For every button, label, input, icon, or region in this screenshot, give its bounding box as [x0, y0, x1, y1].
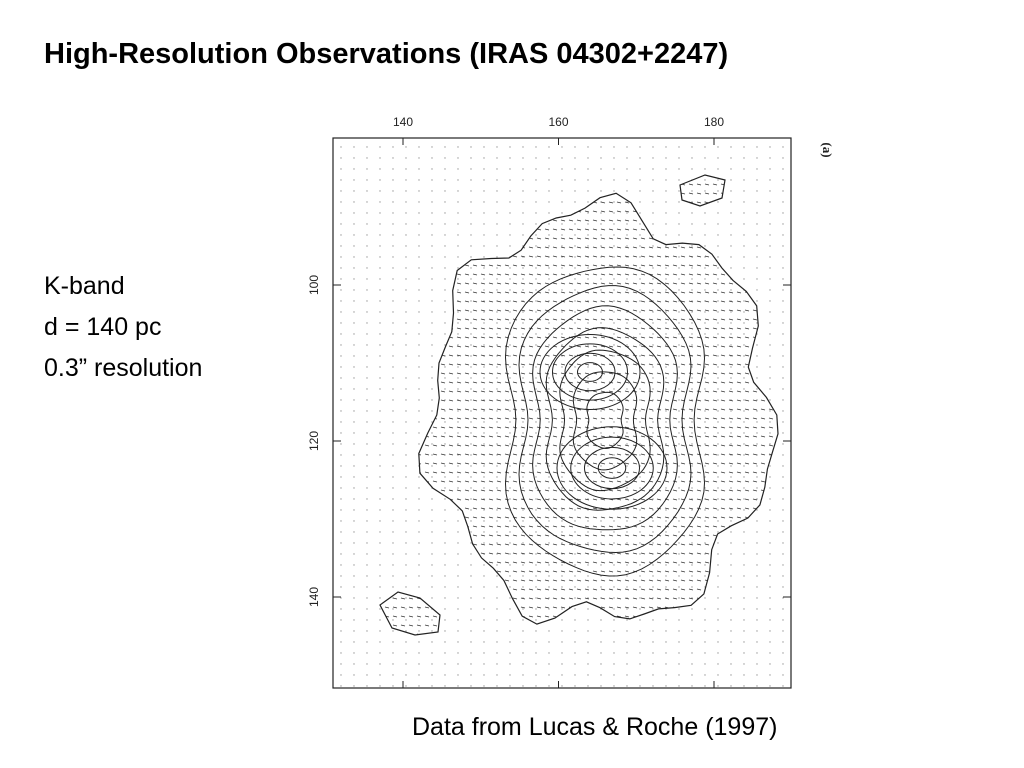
contour: [679, 174, 726, 207]
contour: [518, 285, 692, 554]
y-tick-label: 120: [307, 431, 321, 451]
contour: [539, 334, 641, 410]
contour: [504, 266, 706, 577]
contour: [564, 352, 616, 392]
contour: [597, 457, 627, 479]
y-tick-label: 100: [307, 275, 321, 295]
contour: [577, 362, 603, 382]
x-tick-label: 140: [393, 115, 413, 129]
slide-title: High-Resolution Observations (IRAS 04302…: [44, 38, 729, 70]
contour: [559, 349, 651, 492]
contour: [552, 343, 628, 401]
y-tick-label: 140: [307, 587, 321, 607]
contour: [545, 327, 665, 511]
contour: [586, 391, 624, 450]
note: 0.3” resolution: [44, 354, 203, 382]
contour: [556, 426, 668, 510]
notes: K-band d = 140 pc 0.3” resolution: [44, 266, 202, 389]
contour: [532, 305, 678, 531]
note: d = 140 pc: [44, 313, 162, 341]
panel-label: (a): [820, 142, 835, 157]
caption: Data from Lucas & Roche (1997): [412, 713, 778, 741]
contour: [572, 371, 638, 471]
plot-frame: [332, 137, 792, 689]
x-tick-label: 180: [704, 115, 724, 129]
contour: [584, 446, 640, 490]
contour: [570, 436, 654, 500]
x-tick-label: 160: [548, 115, 568, 129]
contour: [379, 591, 441, 636]
note: K-band: [44, 272, 125, 300]
contour: [418, 192, 779, 625]
